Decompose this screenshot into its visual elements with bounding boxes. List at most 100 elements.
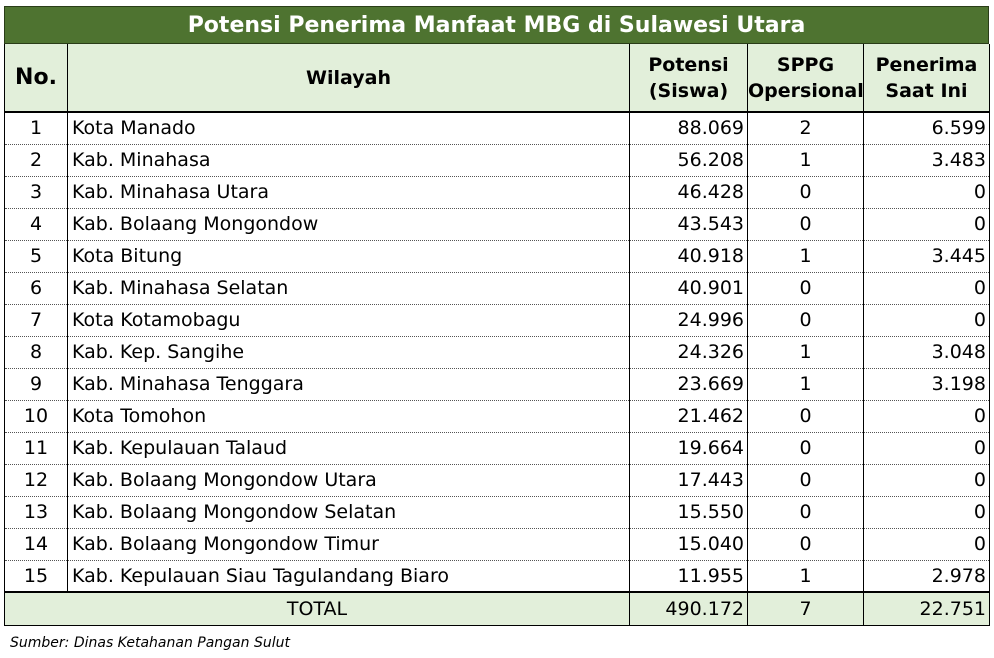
table-row: 2 Kab. Minahasa 56.208 1 3.483: [4, 143, 990, 177]
cell-penerima: 3.483: [863, 143, 990, 177]
cell-wilayah: Kab. Bolaang Mongondow Timur: [67, 527, 630, 561]
cell-wilayah: Kab. Minahasa Utara: [67, 175, 630, 209]
header-potensi-line1: Potensi: [648, 53, 729, 76]
cell-penerima: 0: [863, 463, 990, 497]
cell-sppg: 0: [747, 431, 864, 465]
source-note: Sumber: Dinas Ketahanan Pangan Sulut: [10, 635, 290, 651]
cell-no: 2: [4, 143, 68, 177]
total-label: TOTAL: [4, 591, 630, 626]
table-row: 5 Kota Bitung 40.918 1 3.445: [4, 239, 990, 273]
cell-sppg: 1: [747, 143, 864, 177]
cell-wilayah: Kab. Kepulauan Talaud: [67, 431, 630, 465]
cell-sppg: 0: [747, 207, 864, 241]
cell-potensi: 24.996: [629, 303, 748, 337]
table-row: 12 Kab. Bolaang Mongondow Utara 17.443 0…: [4, 463, 990, 497]
cell-penerima: 3.048: [863, 335, 990, 369]
cell-sppg: 0: [747, 399, 864, 433]
table-row: 11 Kab. Kepulauan Talaud 19.664 0 0: [4, 431, 990, 465]
cell-penerima: 3.198: [863, 367, 990, 401]
cell-potensi: 17.443: [629, 463, 748, 497]
cell-sppg: 0: [747, 463, 864, 497]
table-title: Potensi Penerima Manfaat MBG di Sulawesi…: [4, 6, 989, 44]
cell-no: 9: [4, 367, 68, 401]
header-potensi-line2: (Siswa): [648, 79, 729, 102]
cell-wilayah: Kab. Bolaang Mongondow Utara: [67, 463, 630, 497]
data-table: No. Wilayah Potensi (Siswa) SPPG Opersio…: [4, 44, 990, 626]
header-row: No. Wilayah Potensi (Siswa) SPPG Opersio…: [4, 44, 990, 113]
cell-wilayah: Kab. Minahasa: [67, 143, 630, 177]
table-row: 4 Kab. Bolaang Mongondow 43.543 0 0: [4, 207, 990, 241]
cell-penerima: 0: [863, 495, 990, 529]
header-potensi: Potensi (Siswa): [629, 44, 748, 113]
cell-sppg: 0: [747, 175, 864, 209]
table-row: 15 Kab. Kepulauan Siau Tagulandang Biaro…: [4, 559, 990, 593]
cell-no: 7: [4, 303, 68, 337]
cell-potensi: 43.543: [629, 207, 748, 241]
total-potensi: 490.172: [629, 591, 748, 626]
header-sppg-line1: SPPG: [776, 53, 835, 76]
cell-wilayah: Kab. Kepulauan Siau Tagulandang Biaro: [67, 559, 630, 593]
cell-penerima: 0: [863, 431, 990, 465]
cell-no: 10: [4, 399, 68, 433]
cell-potensi: 40.901: [629, 271, 748, 305]
cell-penerima: 0: [863, 271, 990, 305]
cell-no: 4: [4, 207, 68, 241]
cell-no: 3: [4, 175, 68, 209]
cell-sppg: 0: [747, 527, 864, 561]
cell-wilayah: Kota Tomohon: [67, 399, 630, 433]
total-sppg: 7: [747, 591, 864, 626]
cell-wilayah: Kab. Minahasa Tenggara: [67, 367, 630, 401]
cell-penerima: 0: [863, 303, 990, 337]
cell-wilayah: Kab. Bolaang Mongondow Selatan: [67, 495, 630, 529]
table-row: 6 Kab. Minahasa Selatan 40.901 0 0: [4, 271, 990, 305]
cell-wilayah: Kota Manado: [67, 111, 630, 145]
cell-penerima: 0: [863, 399, 990, 433]
cell-potensi: 15.550: [629, 495, 748, 529]
cell-sppg: 1: [747, 367, 864, 401]
cell-penerima: 0: [863, 207, 990, 241]
header-penerima-line2: Saat Ini: [885, 79, 968, 102]
cell-wilayah: Kab. Minahasa Selatan: [67, 271, 630, 305]
header-penerima-line1: Penerima: [875, 53, 978, 76]
table-row: 9 Kab. Minahasa Tenggara 23.669 1 3.198: [4, 367, 990, 401]
cell-potensi: 11.955: [629, 559, 748, 593]
cell-no: 12: [4, 463, 68, 497]
cell-penerima: 0: [863, 527, 990, 561]
header-wilayah: Wilayah: [67, 44, 630, 113]
cell-potensi: 46.428: [629, 175, 748, 209]
spreadsheet: Potensi Penerima Manfaat MBG di Sulawesi…: [4, 6, 990, 626]
cell-potensi: 23.669: [629, 367, 748, 401]
cell-potensi: 15.040: [629, 527, 748, 561]
header-sppg: SPPG Opersional: [747, 44, 864, 113]
table-row: 7 Kota Kotamobagu 24.996 0 0: [4, 303, 990, 337]
cell-sppg: 1: [747, 335, 864, 369]
cell-sppg: 0: [747, 495, 864, 529]
cell-sppg: 2: [747, 111, 864, 145]
cell-sppg: 1: [747, 239, 864, 273]
cell-wilayah: Kota Kotamobagu: [67, 303, 630, 337]
cell-sppg: 0: [747, 303, 864, 337]
total-penerima: 22.751: [863, 591, 990, 626]
cell-no: 15: [4, 559, 68, 593]
cell-wilayah: Kab. Bolaang Mongondow: [67, 207, 630, 241]
total-row: TOTAL 490.172 7 22.751: [4, 591, 990, 626]
header-sppg-line2: Opersional: [748, 79, 864, 102]
header-penerima: Penerima Saat Ini: [863, 44, 990, 113]
cell-no: 5: [4, 239, 68, 273]
table-row: 8 Kab. Kep. Sangihe 24.326 1 3.048: [4, 335, 990, 369]
table-row: 10 Kota Tomohon 21.462 0 0: [4, 399, 990, 433]
cell-sppg: 0: [747, 271, 864, 305]
table-row: 3 Kab. Minahasa Utara 46.428 0 0: [4, 175, 990, 209]
cell-penerima: 6.599: [863, 111, 990, 145]
cell-no: 11: [4, 431, 68, 465]
cell-penerima: 3.445: [863, 239, 990, 273]
cell-no: 14: [4, 527, 68, 561]
cell-potensi: 40.918: [629, 239, 748, 273]
cell-no: 6: [4, 271, 68, 305]
table-row: 14 Kab. Bolaang Mongondow Timur 15.040 0…: [4, 527, 990, 561]
cell-potensi: 56.208: [629, 143, 748, 177]
cell-no: 8: [4, 335, 68, 369]
cell-penerima: 0: [863, 175, 990, 209]
cell-penerima: 2.978: [863, 559, 990, 593]
cell-wilayah: Kab. Kep. Sangihe: [67, 335, 630, 369]
